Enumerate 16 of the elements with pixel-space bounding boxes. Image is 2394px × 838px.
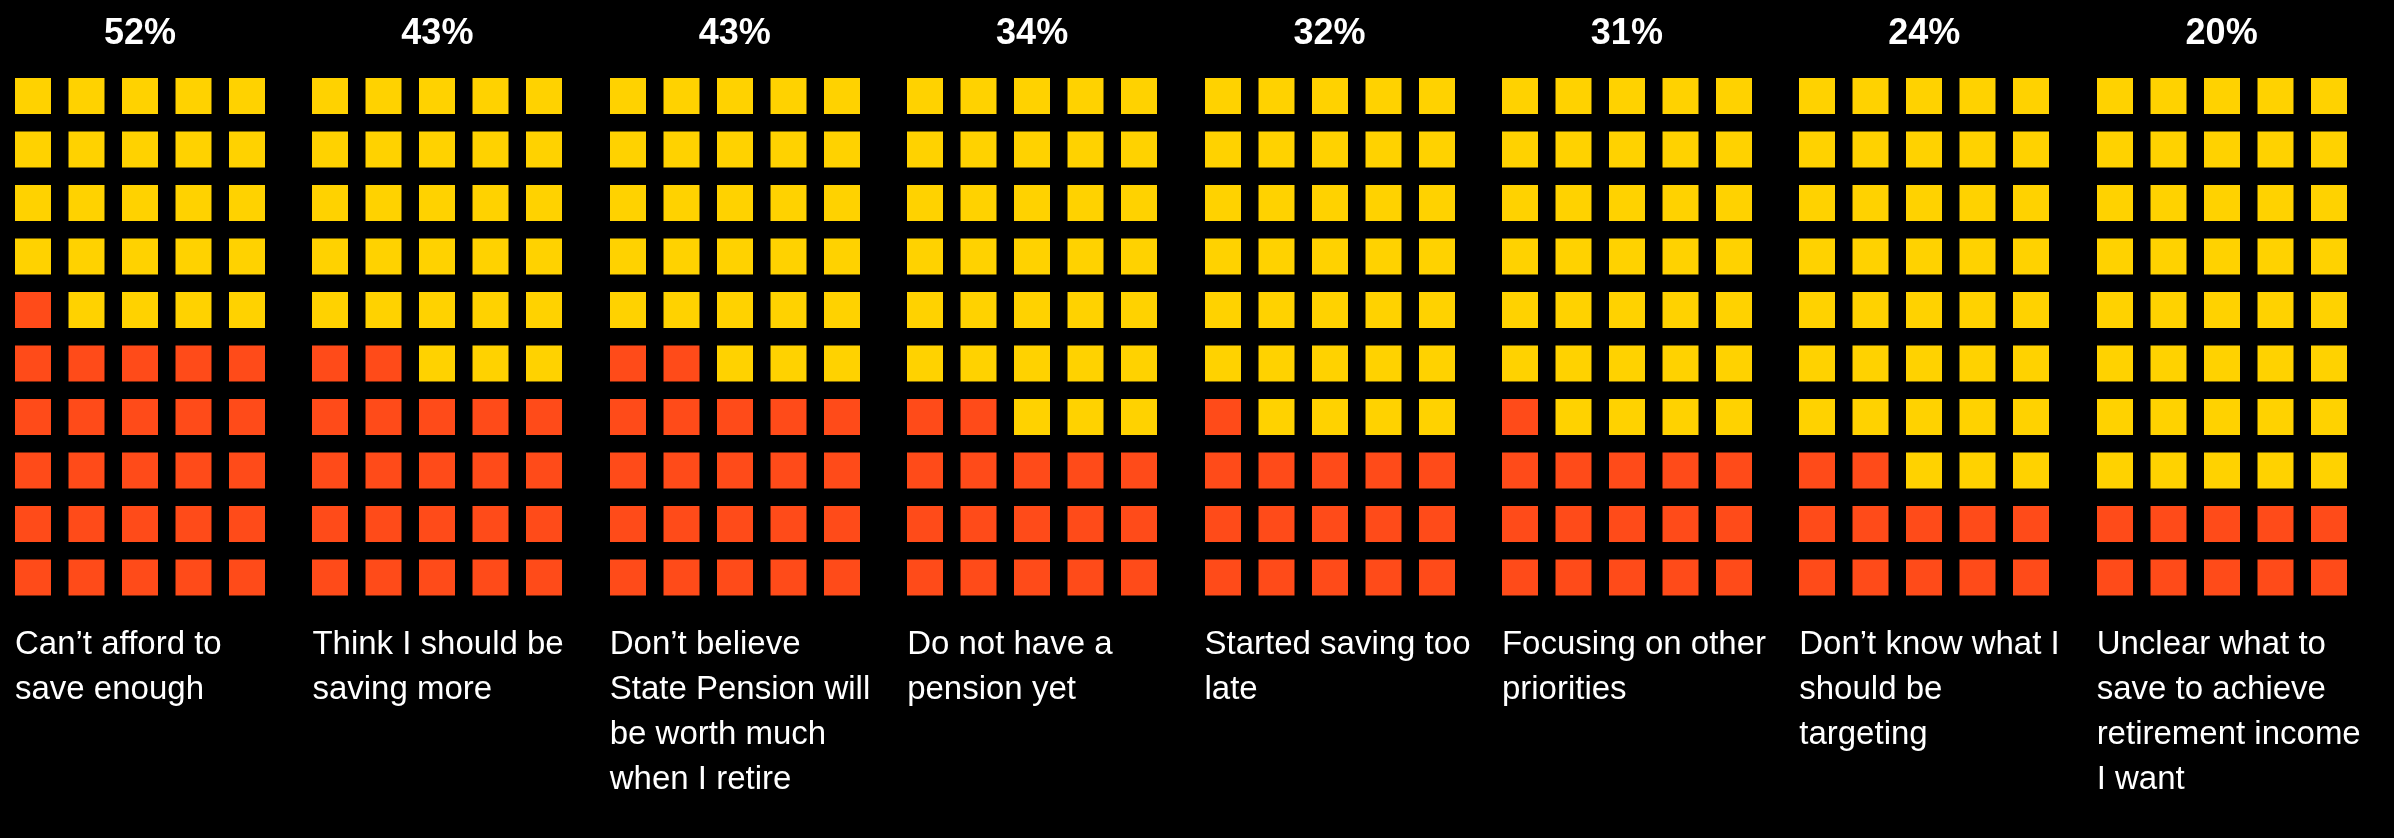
category-label: Do not have a pension yet: [907, 622, 1114, 708]
data-label: 24%: [1887, 10, 1962, 54]
data-label: 32%: [1292, 10, 1367, 54]
data-label: 34%: [995, 10, 1070, 54]
category-label: Focusing on other priorities: [1501, 622, 1768, 708]
data-label: 52%: [102, 10, 178, 54]
category-label: Can’t afford to save enough: [15, 622, 223, 708]
category-label: Don’t believe State Pension will be worth much when I retire: [609, 622, 872, 798]
data-label: 43%: [697, 10, 772, 54]
data-label: 31%: [1589, 10, 1664, 54]
category-label: Don’t know what I should be targeting: [1799, 622, 2061, 753]
category-label: Think I should be saving more: [312, 622, 565, 708]
data-label: 20%: [2184, 10, 2259, 54]
category-label: Unclear what to save to achieve retirement income I want: [2096, 622, 2362, 798]
category-label: Started saving too late: [1204, 622, 1472, 708]
data-label: 43%: [400, 10, 475, 54]
